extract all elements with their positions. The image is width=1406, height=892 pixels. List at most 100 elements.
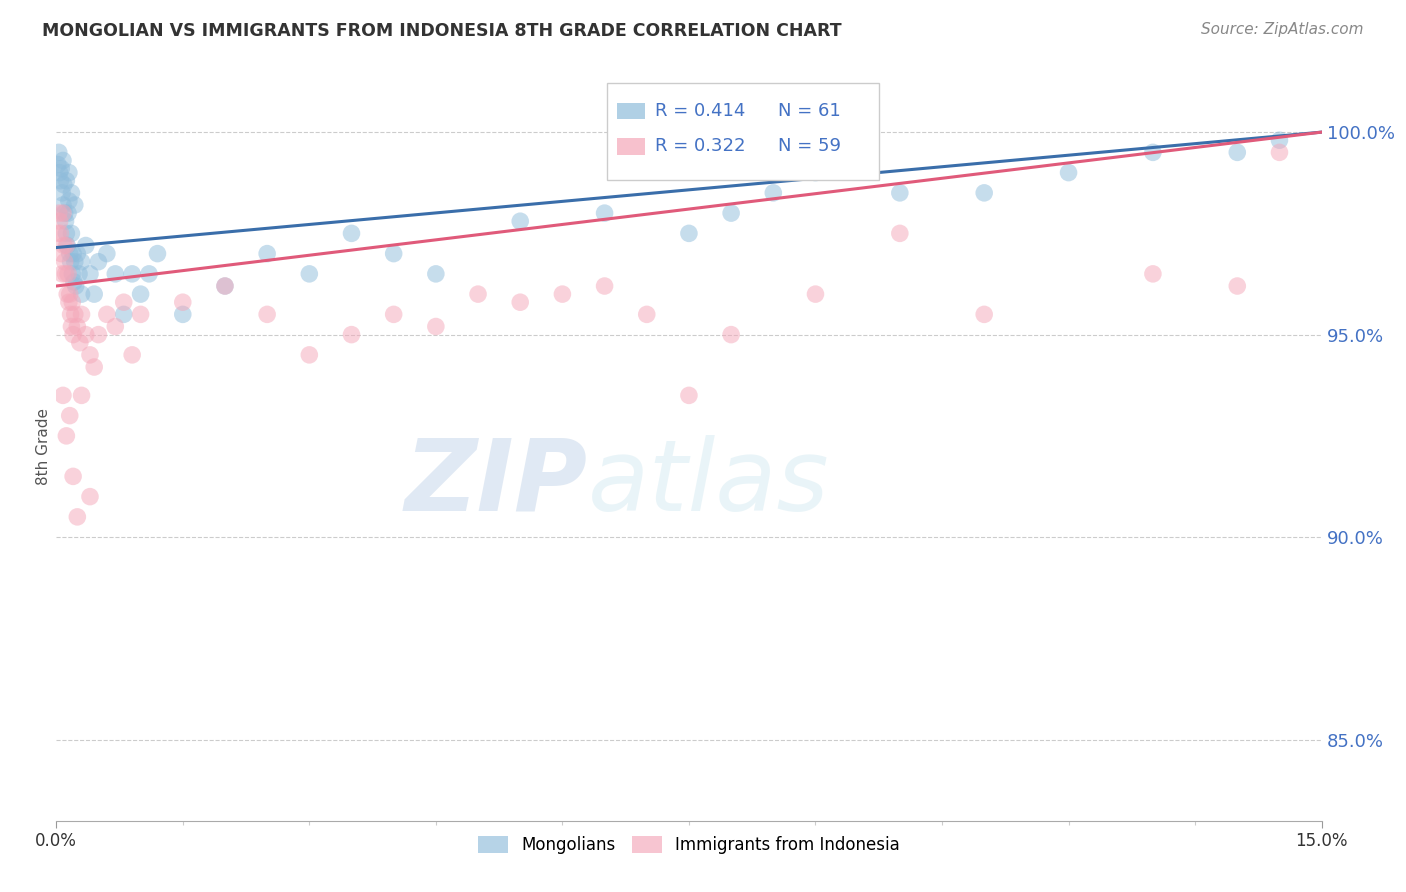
Point — [96, 307, 118, 321]
Point — [63, 254, 86, 268]
Point — [75, 327, 97, 342]
Point — [70, 307, 93, 321]
Point — [59, 246, 82, 260]
Point — [214, 279, 236, 293]
Point — [59, 287, 82, 301]
Point — [509, 214, 531, 228]
Point — [48, 166, 70, 180]
Point — [49, 174, 72, 188]
Point — [121, 348, 143, 362]
Point — [425, 319, 447, 334]
Point — [63, 275, 86, 289]
Text: atlas: atlas — [588, 435, 830, 532]
Text: R = 0.414: R = 0.414 — [655, 102, 745, 120]
Point — [55, 267, 77, 281]
Point — [340, 327, 363, 342]
Point — [52, 238, 75, 252]
FancyBboxPatch shape — [617, 138, 644, 154]
Point — [79, 267, 101, 281]
Point — [69, 335, 91, 350]
Point — [60, 295, 83, 310]
FancyBboxPatch shape — [617, 103, 644, 120]
Point — [55, 429, 77, 443]
Point — [146, 246, 169, 260]
Point — [46, 227, 69, 241]
Point — [60, 227, 83, 241]
Point — [636, 307, 658, 321]
Point — [53, 206, 76, 220]
Point — [87, 327, 110, 342]
Point — [67, 267, 90, 281]
Point — [121, 267, 143, 281]
Point — [56, 267, 79, 281]
Point — [804, 166, 827, 180]
Point — [1268, 145, 1291, 160]
Point — [58, 295, 80, 310]
Point — [83, 359, 105, 374]
Point — [60, 267, 83, 281]
Point — [52, 206, 75, 220]
Point — [112, 307, 135, 321]
Point — [62, 246, 84, 260]
Point — [66, 319, 89, 334]
Point — [172, 307, 194, 321]
Point — [382, 307, 405, 321]
Point — [55, 238, 77, 252]
Point — [973, 307, 995, 321]
Point — [256, 246, 278, 260]
Point — [48, 206, 70, 220]
Point — [973, 186, 995, 200]
Point — [56, 238, 79, 252]
Point — [56, 287, 79, 301]
Point — [551, 287, 574, 301]
Point — [55, 214, 77, 228]
Point — [104, 319, 127, 334]
Point — [55, 227, 77, 241]
Point — [804, 287, 827, 301]
Point — [53, 254, 76, 268]
Point — [70, 287, 93, 301]
Point — [509, 295, 531, 310]
Point — [889, 227, 911, 241]
Point — [52, 153, 75, 168]
Point — [51, 246, 73, 260]
Point — [129, 307, 152, 321]
Point — [48, 145, 70, 160]
Point — [593, 206, 616, 220]
Text: ZIP: ZIP — [405, 435, 588, 532]
Point — [1057, 166, 1080, 180]
Point — [425, 267, 447, 281]
Y-axis label: 8th Grade: 8th Grade — [35, 408, 51, 484]
Point — [70, 254, 93, 268]
Point — [52, 388, 75, 402]
Point — [62, 327, 84, 342]
Point — [52, 178, 75, 192]
Point — [55, 174, 77, 188]
Point — [66, 509, 89, 524]
Point — [83, 287, 105, 301]
Point — [104, 267, 127, 281]
Point — [60, 186, 83, 200]
Point — [298, 267, 321, 281]
Point — [63, 307, 86, 321]
Text: Source: ZipAtlas.com: Source: ZipAtlas.com — [1201, 22, 1364, 37]
Point — [1226, 145, 1249, 160]
Point — [96, 246, 118, 260]
Point — [256, 307, 278, 321]
Point — [56, 206, 79, 220]
Point — [52, 198, 75, 212]
Point — [382, 246, 405, 260]
Point — [298, 348, 321, 362]
Point — [138, 267, 160, 281]
Point — [129, 287, 152, 301]
Point — [112, 295, 135, 310]
Point — [87, 254, 110, 268]
Point — [762, 186, 785, 200]
Point — [48, 214, 70, 228]
Point — [678, 388, 700, 402]
Point — [62, 469, 84, 483]
Point — [678, 227, 700, 241]
Point — [70, 388, 93, 402]
Point — [467, 287, 489, 301]
Point — [66, 246, 89, 260]
